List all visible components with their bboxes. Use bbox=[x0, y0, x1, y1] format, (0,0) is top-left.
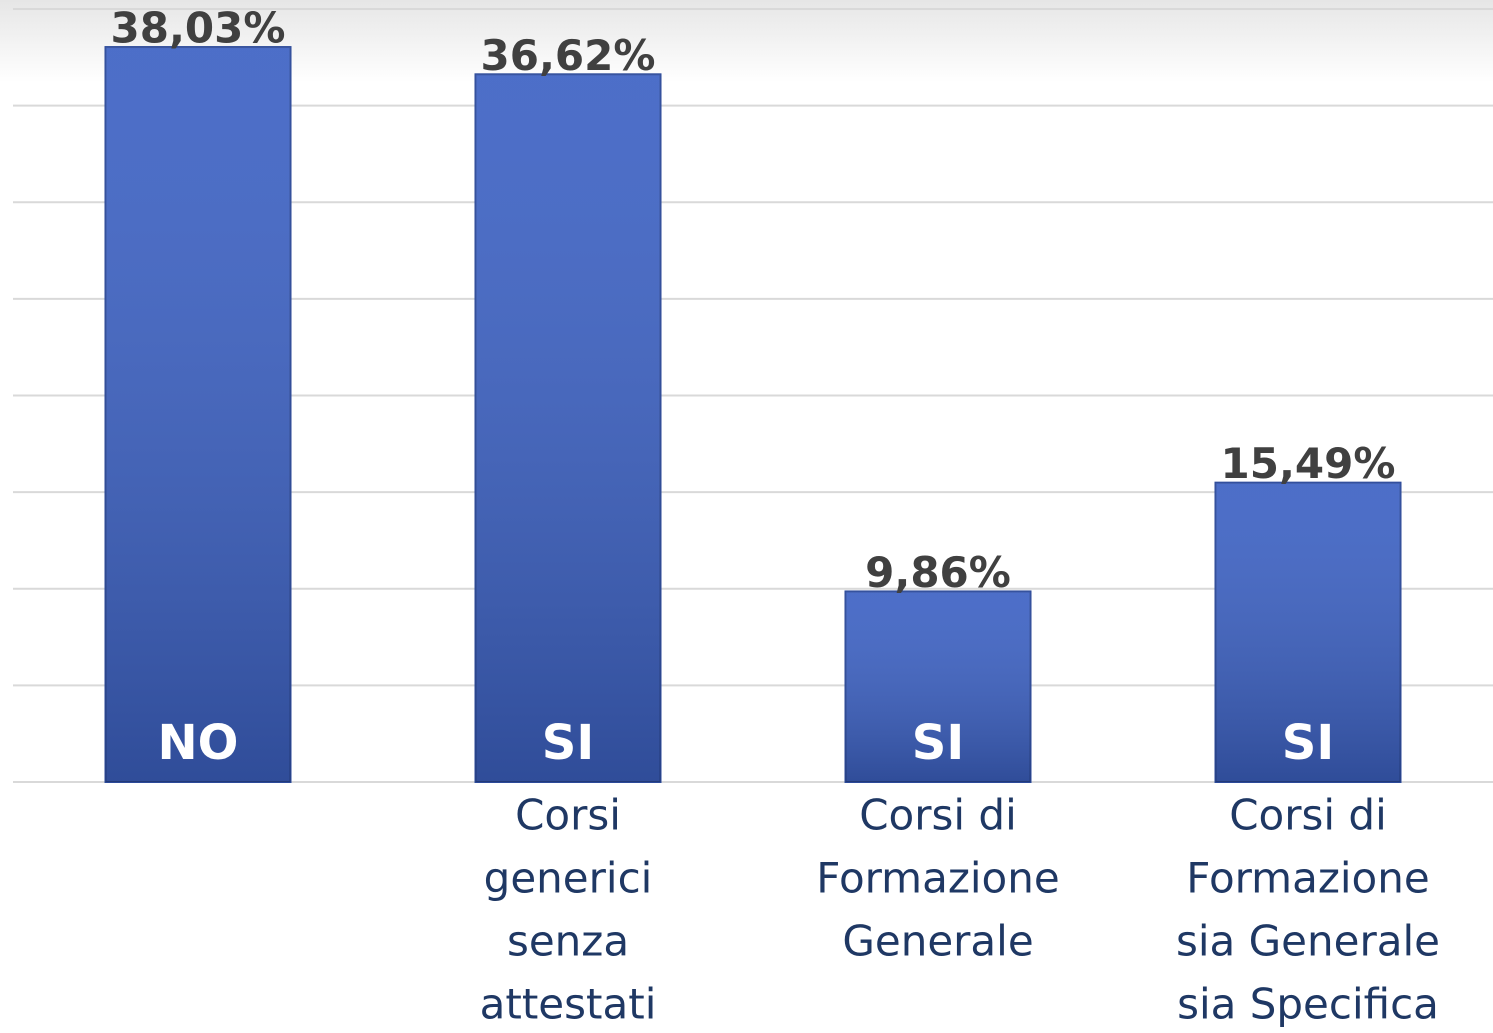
x-tick-label: generici bbox=[484, 854, 653, 903]
bar bbox=[104, 46, 292, 783]
x-tick-label: attestati bbox=[480, 980, 657, 1029]
x-tick-label: senza bbox=[507, 917, 629, 966]
value-label: 9,86% bbox=[865, 548, 1011, 597]
x-tick-label: Generale bbox=[842, 917, 1033, 966]
bar-label: SI bbox=[542, 715, 594, 771]
bar-label: NO bbox=[158, 715, 239, 771]
x-tick-label: Formazione bbox=[1186, 854, 1429, 903]
x-tick-label: Corsi di bbox=[1229, 791, 1387, 840]
x-tick-label: sia Generale bbox=[1176, 917, 1440, 966]
value-label: 15,49% bbox=[1221, 439, 1396, 488]
bar bbox=[474, 73, 662, 784]
value-label: 38,03% bbox=[111, 4, 286, 53]
x-tick-label: sia Specifica bbox=[1177, 980, 1439, 1029]
x-tick-label: Corsi bbox=[515, 791, 621, 840]
bar-label: SI bbox=[912, 715, 964, 771]
x-tick-label: Corsi di bbox=[859, 791, 1017, 840]
bar-label: SI bbox=[1282, 715, 1334, 771]
value-label: 36,62% bbox=[481, 31, 656, 80]
x-tick-label: Formazione bbox=[816, 854, 1059, 903]
